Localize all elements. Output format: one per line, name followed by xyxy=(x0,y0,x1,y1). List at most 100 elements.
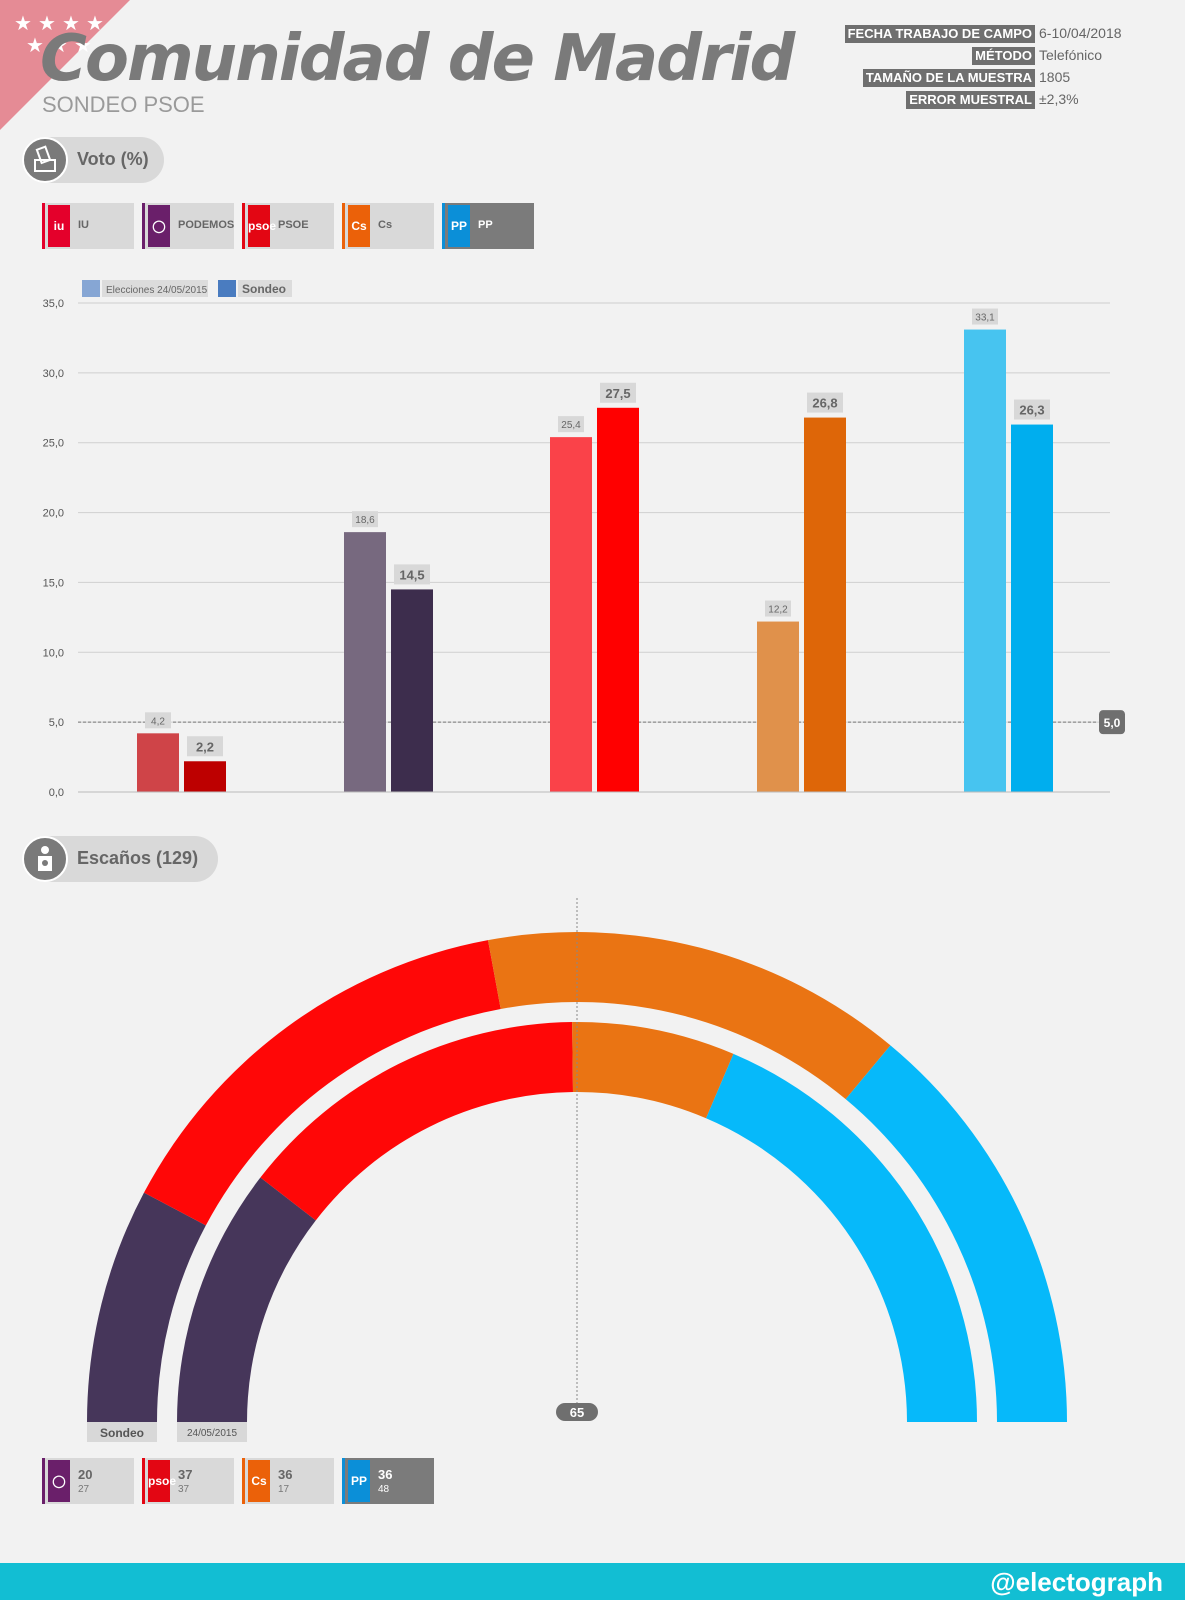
parliament-podium-icon xyxy=(22,836,68,882)
data-label-bg xyxy=(807,392,843,413)
party-name: PP xyxy=(478,219,493,231)
seat-arc-elecciones-2015-cs xyxy=(572,1022,734,1119)
svg-text:★: ★ xyxy=(26,33,44,57)
bar-psoe-sondeo xyxy=(597,407,639,792)
seats-2015-value: 27 xyxy=(78,1484,90,1495)
psoe-logo-icon: psoe xyxy=(148,1460,176,1502)
party-legend-cs: Cs Cs xyxy=(342,203,434,249)
seats-sondeo-value: 36 xyxy=(378,1467,393,1482)
seats-sondeo-value: 20 xyxy=(78,1467,93,1482)
party-legend-podemos: ◯ PODEMOS xyxy=(142,203,234,249)
bar-pp-sondeo xyxy=(1011,424,1053,792)
seat-arc-sondeo-pp xyxy=(845,1045,1067,1422)
inner-ring-label: 24/05/2015 xyxy=(187,1428,237,1439)
party-color-stripe xyxy=(342,203,345,249)
data-label-bg xyxy=(352,511,378,528)
data-label: 18,6 xyxy=(355,515,375,526)
iu-logo-icon: iu xyxy=(48,205,70,247)
psoe-logo-icon: psoe xyxy=(248,205,276,247)
svg-text:★: ★ xyxy=(50,33,68,57)
data-label-bg xyxy=(1014,399,1050,420)
legend-label-bg xyxy=(102,280,208,297)
party-name: PSOE xyxy=(278,219,309,231)
meta-method: MÉTODO Telefónico xyxy=(845,47,1125,69)
party-name: Cs xyxy=(378,219,393,231)
seat-arc-sondeo-psoe xyxy=(143,940,501,1226)
threshold-badge xyxy=(1099,710,1125,735)
party-name: PODEMOS xyxy=(178,219,235,231)
footer-bar: @electograph xyxy=(0,1563,1185,1600)
svg-text:★: ★ xyxy=(86,11,104,35)
seats-legend-cs: Cs 36 17 xyxy=(242,1458,334,1504)
cs-logo-icon: Cs xyxy=(248,1460,270,1502)
data-label-bg xyxy=(187,736,223,757)
y-tick-label: 10,0 xyxy=(43,647,64,659)
data-label: 12,2 xyxy=(768,605,788,616)
party-color-stripe xyxy=(142,1458,145,1504)
data-label: 25,4 xyxy=(561,420,581,431)
y-tick-label: 20,0 xyxy=(43,508,64,520)
vote-section-header: Voto (%) xyxy=(22,137,164,183)
data-label: 4,2 xyxy=(151,716,165,727)
outer-ring-label: Sondeo xyxy=(100,1426,144,1440)
page-title: Comunidad de Madrid xyxy=(40,22,795,96)
seats-legend-pp: PP 36 48 xyxy=(342,1458,434,1504)
majority-label: 65 xyxy=(570,1405,584,1420)
seat-arc-sondeo-cs xyxy=(487,932,891,1100)
data-label: 14,5 xyxy=(399,567,424,582)
bar-iu-sondeo xyxy=(184,761,226,792)
party-color-stripe xyxy=(242,203,245,249)
seats-section-header: Escaños (129) xyxy=(22,836,218,882)
pp-logo-icon: PP xyxy=(448,205,470,247)
data-label: 2,2 xyxy=(196,739,214,754)
y-tick-label: 25,0 xyxy=(43,438,64,450)
seats-sondeo-value: 36 xyxy=(278,1467,293,1482)
legend-label: Elecciones 24/05/2015 xyxy=(106,285,208,296)
majority-badge xyxy=(556,1403,598,1421)
data-label: 26,3 xyxy=(1019,403,1044,418)
data-label-bg xyxy=(558,416,584,433)
party-name: IU xyxy=(78,219,89,231)
svg-text:★: ★ xyxy=(38,11,56,35)
chart-legend-item: Sondeo xyxy=(218,280,292,297)
party-color-stripe xyxy=(142,203,145,249)
data-label: 26,8 xyxy=(812,396,837,411)
party-color-stripe xyxy=(42,1458,45,1504)
data-label-bg xyxy=(600,382,636,403)
bar-podemos-elecciones xyxy=(344,532,386,792)
svg-text:★: ★ xyxy=(74,33,92,57)
legend-swatch xyxy=(218,280,236,297)
party-color-stripe xyxy=(342,1458,345,1504)
podemos-logo-icon: ◯ xyxy=(48,1460,70,1502)
party-legend-pp: PP PP xyxy=(442,203,534,249)
legend-label: Sondeo xyxy=(242,282,286,296)
madrid-flag-corner: ★ ★ ★ ★ ★ ★ ★ xyxy=(0,0,130,130)
ring-label-bg xyxy=(177,1422,247,1442)
party-color-stripe xyxy=(442,203,445,249)
seat-arc-sondeo-podemos xyxy=(87,1192,206,1422)
footer-handle: @electograph xyxy=(990,1567,1163,1597)
y-tick-label: 5,0 xyxy=(49,717,64,729)
cs-logo-icon: Cs xyxy=(348,205,370,247)
data-label: 33,1 xyxy=(975,313,995,324)
party-color-stripe xyxy=(42,203,45,249)
seats-hemicycle-chart: 65 Sondeo 24/05/2015 xyxy=(87,898,1067,1442)
bar-cs-elecciones xyxy=(757,621,799,792)
svg-text:★: ★ xyxy=(14,11,32,35)
data-label-bg xyxy=(145,712,171,729)
party-legend-iu: iu IU xyxy=(42,203,134,249)
seat-arc-elecciones-2015-psoe xyxy=(260,1022,573,1221)
y-tick-label: 0,0 xyxy=(49,787,64,799)
bar-podemos-sondeo xyxy=(391,589,433,792)
svg-text:★: ★ xyxy=(62,11,80,35)
seat-arc-elecciones-2015-pp xyxy=(706,1053,977,1422)
ring-label-bg xyxy=(87,1422,157,1442)
data-label-bg xyxy=(765,600,791,617)
seats-sondeo-value: 37 xyxy=(178,1467,193,1482)
vote-bar-chart: Elecciones 24/05/2015 Sondeo 0,0 5,0 10,0 15,… xyxy=(43,280,1125,799)
page-subtitle: SONDEO PSOE xyxy=(42,92,205,117)
podemos-logo-icon: ◯ xyxy=(148,205,170,247)
seats-legend-psoe: psoe 37 37 xyxy=(142,1458,234,1504)
y-tick-label: 15,0 xyxy=(43,577,64,589)
bar-iu-elecciones xyxy=(137,733,179,792)
